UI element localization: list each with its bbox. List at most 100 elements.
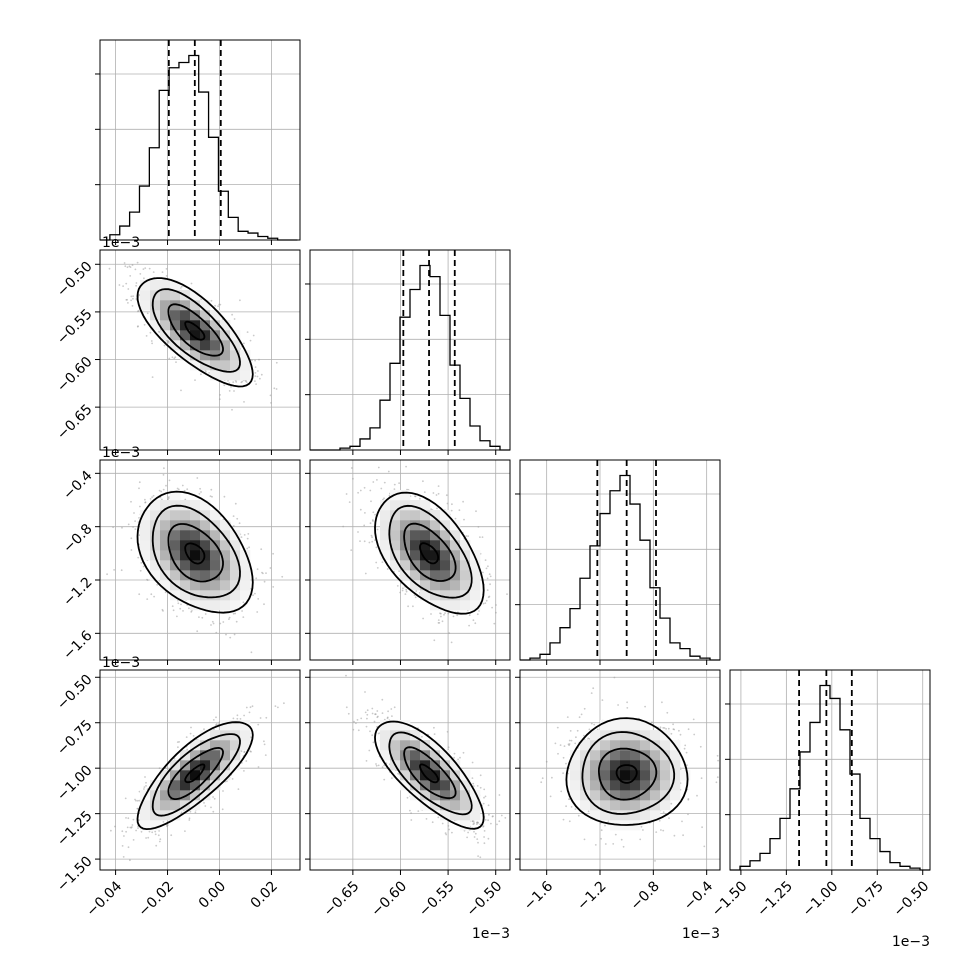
scatter-point	[349, 501, 351, 503]
scatter-point	[399, 592, 401, 594]
scatter-point	[219, 394, 221, 396]
scatter-point	[135, 830, 137, 832]
scatter-point	[360, 509, 362, 511]
scatter-point	[438, 485, 440, 487]
scatter-point	[261, 572, 263, 574]
scatter-point	[150, 332, 152, 334]
scatter-point	[144, 324, 146, 326]
scatter-point	[489, 573, 491, 575]
scatter-point	[412, 605, 414, 607]
scatter-point	[182, 485, 184, 487]
scatter-point	[243, 751, 245, 753]
y-tick-label: −0.55	[54, 306, 96, 348]
scatter-point	[233, 718, 235, 720]
density-cell	[220, 360, 230, 370]
scatter-point	[132, 264, 134, 266]
pair-panel-2-0: −1.6−1.2−0.8−0.4	[60, 460, 300, 665]
scatter-point	[164, 345, 166, 347]
scatter-point	[405, 589, 407, 591]
scatter-point	[489, 583, 491, 585]
hist-panel-1	[305, 250, 510, 455]
scatter-point	[251, 651, 253, 653]
scatter-point	[243, 715, 245, 717]
density-cell	[190, 550, 200, 560]
x-tick-label: −1.25	[754, 878, 796, 920]
scatter-point	[124, 265, 126, 267]
scatter-point	[150, 498, 152, 500]
scatter-point	[270, 402, 272, 404]
scatter-point	[364, 512, 366, 514]
scatter-point	[147, 313, 149, 315]
scatter-point	[222, 621, 224, 623]
density-cell	[200, 340, 210, 350]
x-tick-label: 0.02	[248, 878, 281, 911]
scatter-point	[151, 340, 153, 342]
scatter-point	[477, 855, 479, 857]
density-cell	[470, 590, 480, 600]
density-cell	[210, 600, 220, 610]
x-tick-label: −1.50	[709, 878, 751, 920]
scatter-point	[455, 518, 457, 520]
scatter-point	[127, 266, 129, 268]
density-cell	[440, 590, 450, 600]
density-cell	[240, 580, 250, 590]
density-cell	[160, 800, 170, 810]
scatter-point	[433, 639, 435, 641]
density-cell	[180, 530, 190, 540]
scatter-point	[253, 335, 255, 337]
scatter-point	[276, 388, 278, 390]
scatter-point	[213, 719, 215, 721]
density-cell	[450, 600, 460, 610]
scatter-point	[137, 557, 139, 559]
scatter-point	[397, 585, 399, 587]
density-cell	[180, 310, 190, 320]
scatter-point	[260, 717, 262, 719]
scatter-point	[369, 490, 371, 492]
scatter-point	[163, 489, 165, 491]
density-cell	[210, 560, 220, 570]
histogram-step-line	[310, 266, 510, 450]
scatter-point	[186, 488, 188, 490]
scatter-point	[130, 296, 132, 298]
density-cell	[440, 550, 450, 560]
y-tick-label: −0.65	[54, 401, 96, 443]
density-cell	[240, 360, 250, 370]
scatter-point	[257, 724, 259, 726]
scatter-point	[150, 593, 152, 595]
scatter-point	[163, 474, 165, 476]
scatter-point	[239, 522, 241, 524]
scatter-point	[249, 750, 251, 752]
scatter-point	[151, 496, 153, 498]
scatter-point	[131, 826, 133, 828]
scatter-point	[166, 268, 168, 270]
scatter-point	[257, 598, 259, 600]
scatter-point	[236, 518, 238, 520]
scatter-point	[467, 535, 469, 537]
scatter-point	[144, 776, 146, 778]
scatter-point	[139, 506, 141, 508]
scatter-point	[254, 593, 256, 595]
scatter-point	[228, 618, 230, 620]
scatter-point	[143, 566, 145, 568]
scatter-point	[369, 542, 371, 544]
scatter-point	[276, 362, 278, 364]
scatter-point	[372, 520, 374, 522]
scatter-point	[234, 634, 236, 636]
density-cell	[150, 280, 160, 290]
scatter-point	[176, 616, 178, 618]
scatter-point	[190, 733, 192, 735]
scatter-point	[132, 824, 134, 826]
scatter-point	[440, 616, 442, 618]
scatter-point	[245, 760, 247, 762]
scatter-point	[210, 624, 212, 626]
scatter-point	[181, 286, 183, 288]
scatter-point	[377, 567, 379, 569]
scatter-point	[451, 510, 453, 512]
scatter-point	[140, 570, 142, 572]
scatter-point	[388, 471, 390, 473]
scatter-point	[438, 622, 440, 624]
scatter-point	[145, 785, 147, 787]
scatter-point	[229, 637, 231, 639]
scatter-point	[226, 780, 228, 782]
scatter-point	[224, 496, 226, 498]
